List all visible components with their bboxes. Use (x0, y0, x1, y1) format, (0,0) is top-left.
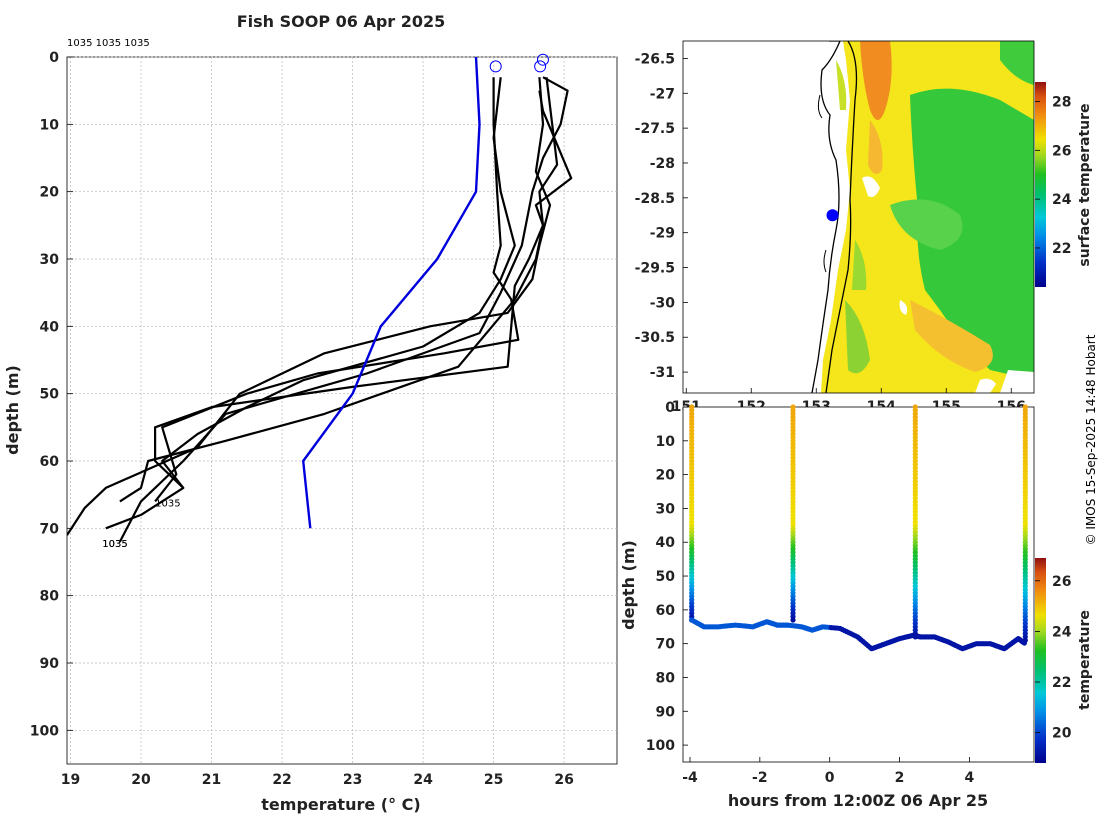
map-lat-tick-label: -31 (650, 365, 675, 381)
sst-colorbar-label: surface temperature (1077, 103, 1093, 266)
profile-y-tick-label: 60 (40, 454, 60, 470)
profile-y-tick-label: 70 (40, 521, 60, 537)
climatology-line (301, 57, 481, 529)
profile-y-tick-label: 40 (40, 319, 60, 335)
credit-text: © IMOS 15-Sep-2025 14:48 Hobart (1084, 334, 1098, 545)
profile-y-tick-label: 30 (40, 252, 60, 268)
section-y-tick-label: 20 (656, 468, 676, 484)
section-plot-area (682, 406, 1035, 763)
section-x-tick-label: 4 (965, 770, 975, 786)
temp-colorbar-label: temperature (1077, 610, 1093, 710)
profile-y-tick-label: 10 (40, 117, 60, 133)
cast-dot (790, 617, 796, 623)
profile-x-label: temperature (° C) (261, 795, 420, 814)
profile-x-tick-label: 26 (554, 772, 573, 788)
section-x-tick-label: -4 (682, 770, 698, 786)
map-field (811, 41, 1034, 393)
profile-id-label: 1035 (155, 499, 180, 510)
sst-map: -26.5 -27 -27.5 -28 -28.5 -29 -29.5 -30 -30.5 -31… (635, 40, 1093, 415)
colorbar-tick-label: 20 (1052, 726, 1072, 742)
temp-colorbar (1035, 558, 1046, 763)
bottom-track-dot (1021, 640, 1027, 646)
profile-id-label: 1035 (102, 539, 127, 550)
profile-x-tick-label: 24 (413, 772, 433, 788)
ship-position-marker (826, 209, 839, 222)
surface-start-marker (536, 53, 549, 66)
section-y-tick-label: 70 (656, 637, 676, 653)
profile-chart: 19 20 21 22 23 24 25 26 0 10 20 30 40 50 60 70 80 90 100 1… (3, 50, 618, 814)
section-y-tick-label: 80 (656, 670, 676, 686)
instrument-ids: 1035 1035 1035 (67, 38, 150, 49)
map-lat-tick-label: -28.5 (635, 191, 675, 207)
colorbar-tick-label: 22 (1052, 675, 1071, 691)
colorbar-tick-label: 24 (1052, 624, 1072, 640)
section-y-tick-label: 90 (656, 704, 676, 720)
map-frame (682, 40, 1035, 394)
map-lat-tick-label: -29 (650, 226, 675, 242)
section-y-label: depth (m) (619, 540, 638, 630)
section-y-tick-label: 100 (646, 738, 675, 754)
section-y-tick-label: 50 (656, 569, 676, 585)
profile-x-tick-label: 22 (272, 772, 291, 788)
profile-y-tick-label: 0 (49, 50, 59, 66)
profile-y-tick-label: 90 (40, 656, 60, 672)
section-y-tick-label: 0 (665, 400, 675, 416)
colorbar-tick-label: 26 (1052, 143, 1071, 159)
section-x-tick-label: -2 (752, 770, 768, 786)
colorbar-tick-label: 28 (1052, 95, 1071, 111)
chart-title: Fish SOOP 06 Apr 2025 (237, 12, 446, 31)
colorbar-tick-label: 26 (1052, 574, 1071, 590)
colorbar-tick-label: 24 (1052, 192, 1072, 208)
map-lat-tick-label: -27 (650, 86, 675, 102)
profile-x-tick-label: 23 (343, 772, 362, 788)
map-lat-tick-label: -26.5 (635, 51, 675, 67)
section-y-tick-label: 40 (656, 535, 676, 551)
profile-ticks: 19 20 21 22 23 24 25 26 0 10 20 30 40 50 60 70 80 90 100 (30, 50, 574, 788)
profile-x-tick-label: 20 (131, 772, 151, 788)
profile-lines (67, 57, 573, 543)
profile-id-label: 1035 (102, 539, 127, 550)
map-lat-tick-label: -27.5 (635, 121, 675, 137)
map-lat-tick-label: -30.5 (635, 330, 675, 346)
section-x-tick-label: 2 (895, 770, 905, 786)
surface-start-marker (489, 60, 502, 73)
surface-start-marker (534, 60, 547, 73)
section-y-tick-label: 30 (656, 501, 676, 517)
profile-line-profile-3 (118, 76, 569, 543)
section-y-tick-label: 60 (656, 603, 676, 619)
profile-plot-area (66, 56, 618, 765)
profile-x-tick-label: 19 (61, 772, 80, 788)
temp-colorbar-ticks: 20 22 24 26 (1035, 574, 1072, 742)
sst-colorbar (1035, 82, 1046, 287)
colorbar-tick-label: 22 (1052, 241, 1071, 257)
sst-colorbar-ticks: 22 24 26 28 (1035, 95, 1072, 257)
section-y-tick-label: 10 (656, 434, 676, 450)
profile-line-profile-6 (119, 77, 559, 503)
section-dots (689, 404, 1028, 652)
profile-line-profile-1 (154, 77, 520, 503)
map-lat-tick-label: -29.5 (635, 261, 675, 277)
profile-y-tick-label: 20 (40, 185, 60, 201)
profile-y-label: depth (m) (3, 365, 22, 455)
section-x-tick-label: 0 (825, 770, 835, 786)
section-x-label: hours from 12:00Z 06 Apr 25 (728, 791, 988, 810)
profile-y-tick-label: 50 (40, 387, 60, 403)
map-lat-tick-label: -28 (650, 156, 675, 172)
profile-x-tick-label: 21 (202, 772, 221, 788)
profile-y-tick-label: 80 (40, 589, 60, 605)
map-lat-tick-label: -30 (650, 295, 676, 311)
profile-grid (67, 56, 617, 764)
profile-y-tick-label: 100 (30, 723, 59, 739)
profile-x-tick-label: 25 (484, 772, 503, 788)
profile-line-profile-5 (154, 90, 573, 489)
